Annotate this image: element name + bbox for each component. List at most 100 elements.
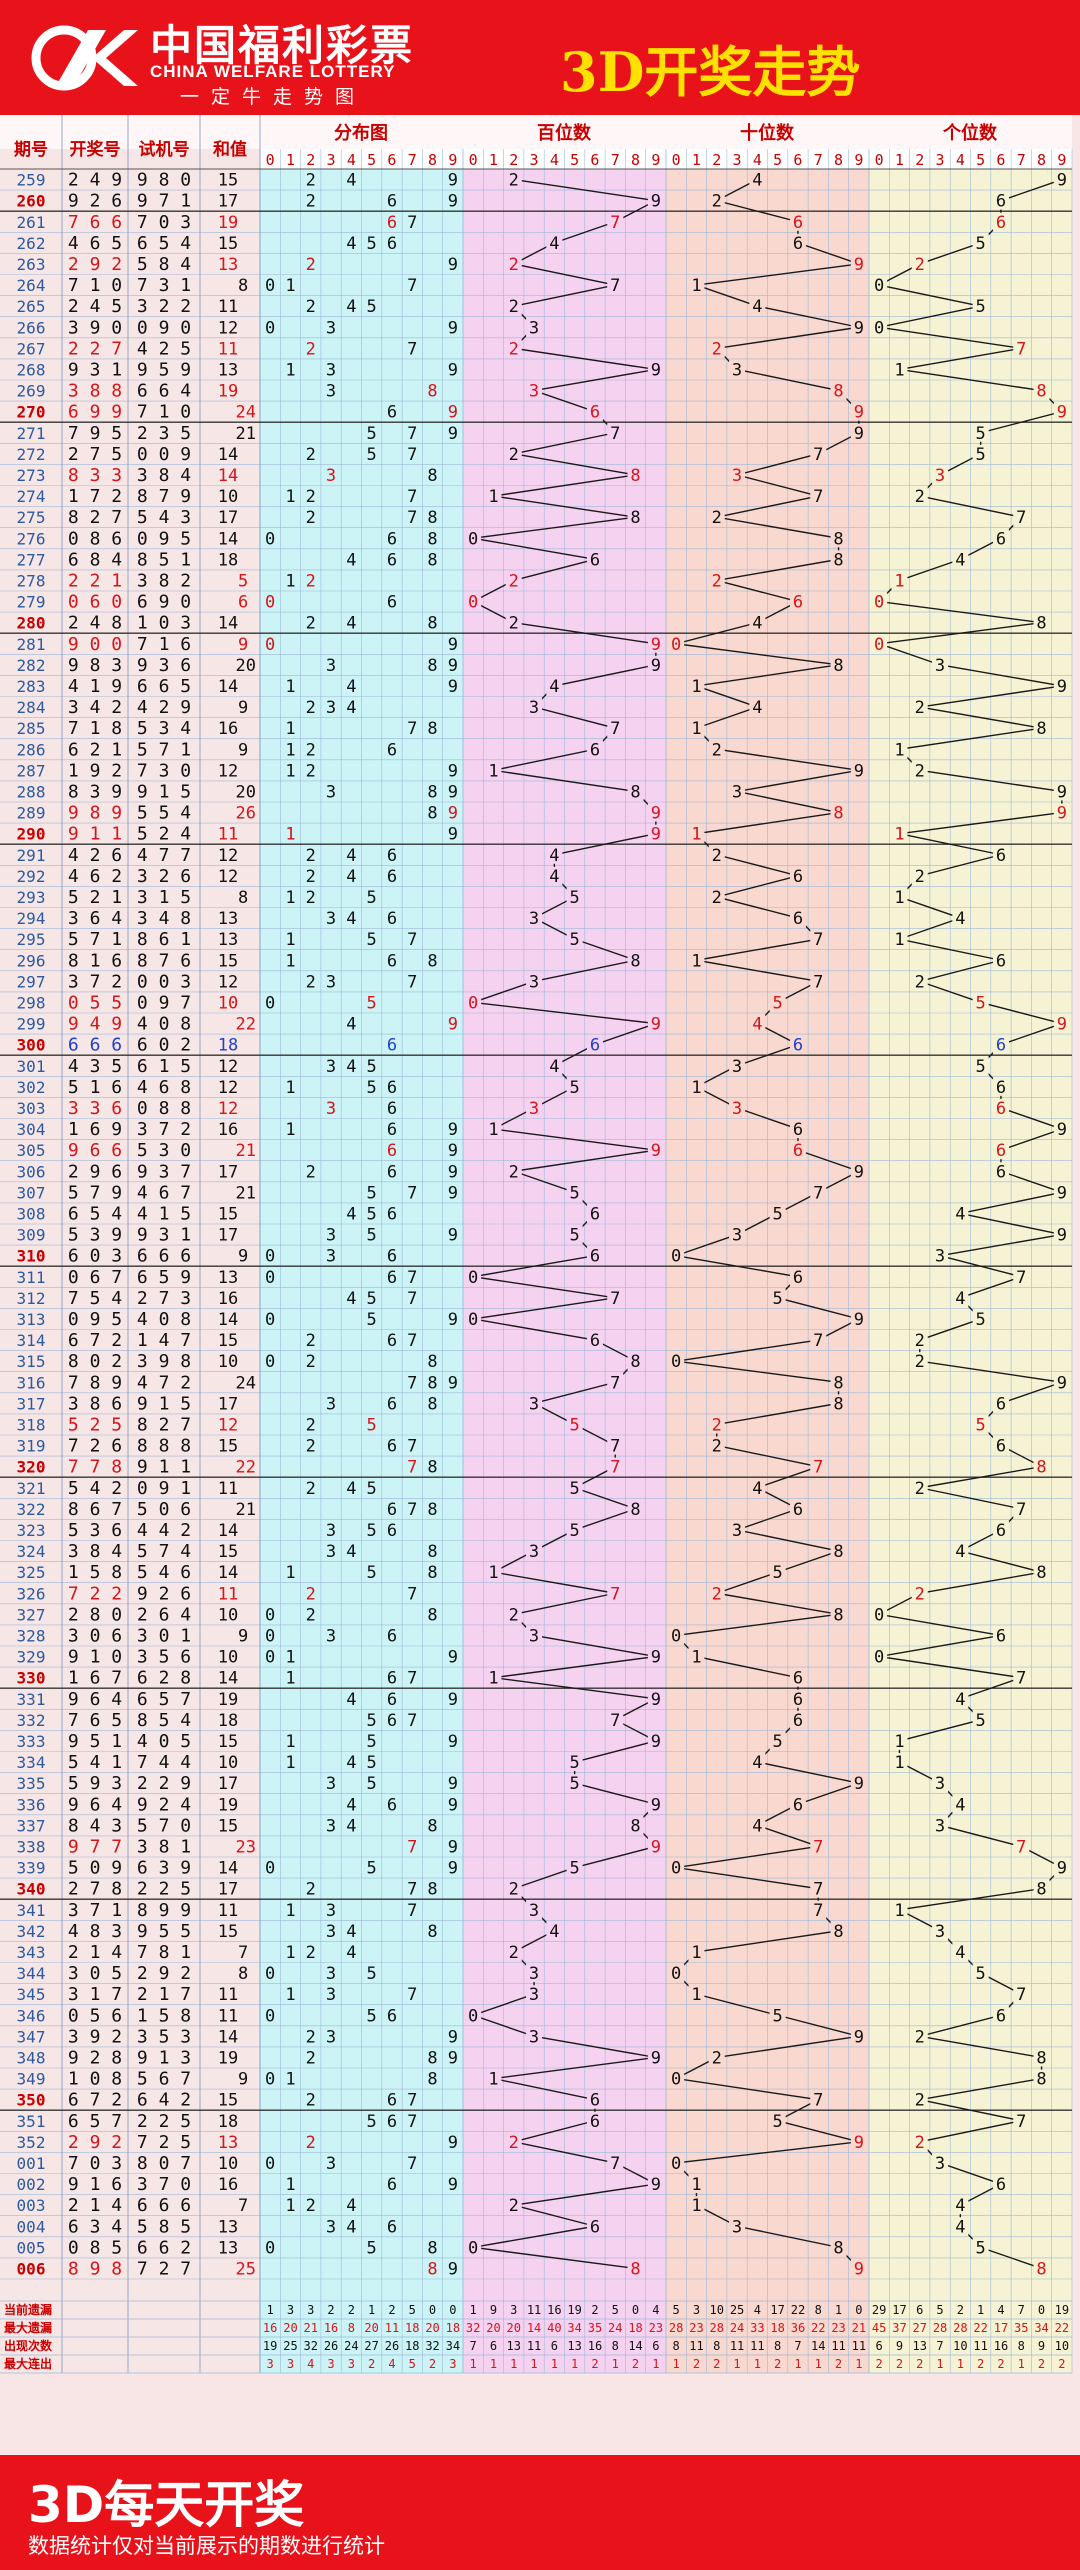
- issue-number: 273: [17, 466, 46, 485]
- trend-digit: 4: [549, 677, 559, 697]
- distribution-digit: 3: [326, 360, 336, 380]
- distribution-digit: 0: [265, 1648, 275, 1668]
- trend-digit: 1: [894, 740, 904, 760]
- trial-number: 6 4 2: [137, 2090, 191, 2111]
- draw-result: 4 2 6: [68, 845, 122, 866]
- sum-value: 13: [218, 2133, 238, 2153]
- trend-digit-bg: [992, 951, 1009, 970]
- draw-result: 1 7 2: [68, 486, 122, 507]
- trend-digit: 8: [1036, 614, 1046, 634]
- distribution-digit: 8: [427, 1373, 437, 1393]
- trend-digit-bg: [810, 2090, 827, 2109]
- issue-number: 328: [17, 1626, 46, 1645]
- footer-title: 3D每天开奖: [28, 2476, 305, 2534]
- trend-digit-bg: [749, 1816, 766, 1835]
- trend-digit: 7: [1016, 508, 1026, 528]
- draw-result: 6 7 2: [68, 1330, 122, 1351]
- issue-number: 351: [17, 2112, 46, 2131]
- trend-digit: 1: [894, 1901, 904, 1921]
- trend-digit-bg: [668, 2153, 685, 2172]
- distribution-digit: 5: [367, 1753, 377, 1773]
- stat-value: 13: [507, 2339, 521, 2353]
- distribution-digit: 8: [427, 1880, 437, 1900]
- trend-digit-bg: [526, 2027, 543, 2046]
- trend-digit-bg: [668, 1626, 685, 1645]
- trend-digit-bg: [952, 550, 969, 569]
- trend-digit-bg: [566, 1774, 583, 1793]
- distribution-digit: 6: [387, 740, 397, 760]
- distribution-digit: 2: [306, 255, 316, 275]
- stat-value: 2: [693, 2357, 700, 2371]
- distribution-digit: 5: [367, 1204, 377, 1224]
- trend-digit: 5: [976, 424, 986, 444]
- trend-digit: 7: [610, 424, 620, 444]
- trend-digit: 5: [773, 1289, 783, 1309]
- trend-line-units: [876, 178, 1065, 2270]
- stat-value: 1: [1018, 2357, 1025, 2371]
- trend-digit: 3: [935, 1816, 945, 1836]
- trend-digit: 3: [529, 382, 539, 402]
- trial-number: 8 8 8: [137, 1436, 191, 1457]
- trial-number: 2 2 5: [137, 2111, 191, 2132]
- issue-number: 310: [17, 1247, 46, 1266]
- draw-result: 4 8 3: [68, 1921, 122, 1942]
- trend-digit: 7: [1016, 1837, 1026, 1857]
- zone-header: 十位数: [740, 122, 795, 144]
- distribution-digit: 1: [285, 1648, 295, 1668]
- draw-result: 2 9 2: [68, 2132, 122, 2153]
- trend-digit-bg: [505, 1879, 522, 1898]
- trend-digit: 9: [651, 360, 661, 380]
- trend-digit: 9: [651, 1837, 661, 1857]
- stat-value: 21: [852, 2321, 866, 2335]
- distribution-digit: 0: [265, 993, 275, 1013]
- trend-digit: 6: [793, 1036, 803, 1056]
- distribution-digit: 8: [427, 2070, 437, 2090]
- distribution-digit: 2: [306, 2091, 316, 2111]
- trend-digit-bg: [627, 1816, 644, 1835]
- draw-result: 6 5 7: [68, 2111, 122, 2132]
- trend-digit: 2: [915, 761, 925, 781]
- distribution-digit: 8: [427, 1605, 437, 1625]
- trend-digit: 7: [813, 972, 823, 992]
- trend-digit-bg: [607, 1373, 624, 1392]
- stat-value: 8: [713, 2339, 720, 2353]
- trend-digit: 3: [529, 1901, 539, 1921]
- trend-digit: 6: [590, 403, 600, 423]
- distribution-digit: 3: [326, 656, 336, 676]
- stat-value: 20: [283, 2321, 297, 2335]
- trend-digit-bg: [566, 1225, 583, 1244]
- trend-digit: 3: [732, 1521, 742, 1541]
- trend-digit: 9: [651, 656, 661, 676]
- sum-value: 14: [218, 1310, 238, 1330]
- trend-digit-bg: [871, 1605, 888, 1624]
- trend-digit: 6: [996, 1394, 1006, 1414]
- trend-digit-bg: [1033, 1457, 1050, 1476]
- distribution-digit: 5: [367, 1859, 377, 1879]
- stat-value: 7: [936, 2339, 943, 2353]
- distribution-digit: 5: [367, 1563, 377, 1583]
- issue-number: 322: [17, 1500, 46, 1519]
- issue-number: 265: [17, 297, 46, 316]
- draw-result: 0 8 5: [68, 2237, 122, 2258]
- stat-value: 14: [811, 2339, 825, 2353]
- digit-header: 4: [550, 151, 559, 169]
- trend-digit-bg: [972, 233, 989, 252]
- trend-digit-bg: [830, 655, 847, 674]
- draw-result: 7 0 3: [68, 2153, 122, 2174]
- trial-number: 4 0 8: [137, 1309, 191, 1330]
- stat-value: 45: [872, 2321, 886, 2335]
- trend-digit-bg: [1053, 1373, 1070, 1392]
- stat-value: 2: [876, 2357, 883, 2371]
- trend-digit-bg: [505, 339, 522, 358]
- trend-digit-bg: [992, 2175, 1009, 2194]
- digit-header: 9: [448, 151, 457, 169]
- trial-number: 3 9 8: [137, 1351, 191, 1372]
- trend-digit-bg: [688, 951, 705, 970]
- trial-number: 4 0 8: [137, 1014, 191, 1035]
- trend-digit-bg: [810, 487, 827, 506]
- trend-digit-bg: [647, 1014, 664, 1033]
- stat-value: 1: [612, 2357, 619, 2371]
- trend-digit-bg: [708, 1415, 725, 1434]
- trial-number: 5 7 0: [137, 1815, 191, 1836]
